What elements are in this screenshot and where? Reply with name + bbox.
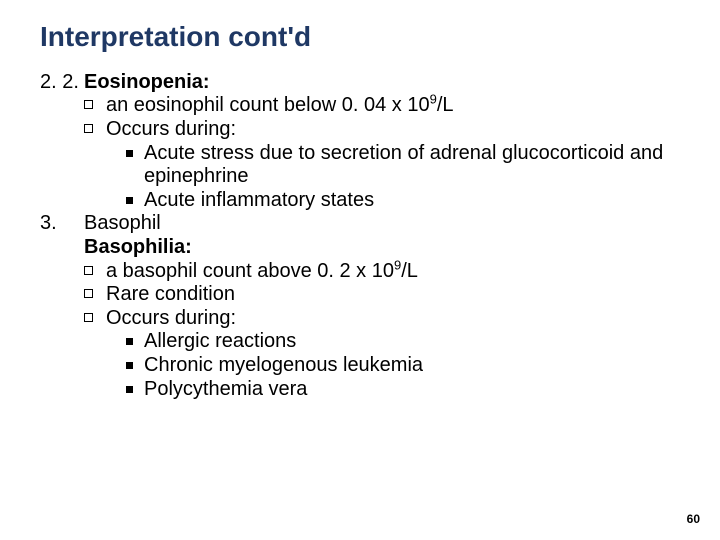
bullet-occurs-during: Occurs during:: [84, 118, 680, 142]
solid-square-icon: [126, 378, 144, 402]
solid-square-icon: [126, 354, 144, 378]
solid-square-icon: [126, 142, 144, 189]
bullet-text: Rare condition: [106, 283, 235, 307]
solid-square-icon: [126, 330, 144, 354]
list-number-spacer: [40, 236, 84, 260]
bullet-text: Acute stress due to secretion of adrenal…: [144, 142, 680, 189]
bullet-text: Allergic reactions: [144, 330, 296, 354]
hollow-square-icon: [84, 118, 106, 142]
list-text: Basophil: [84, 212, 161, 236]
subbullet-cml: Chronic myelogenous leukemia: [126, 354, 680, 378]
bullet-text: Acute inflammatory states: [144, 189, 374, 213]
hollow-square-icon: [84, 94, 106, 118]
list-heading: Eosinopenia:: [84, 71, 210, 95]
slide: Interpretation cont'd 2. 2. Eosinopenia:…: [0, 0, 720, 540]
page-number: 60: [687, 512, 700, 526]
slide-title: Interpretation cont'd: [40, 22, 680, 53]
slide-body: 2. 2. Eosinopenia: an eosinophil count b…: [40, 71, 680, 401]
list-item-basophilia-heading: Basophilia:: [40, 236, 680, 260]
hollow-square-icon: [84, 307, 106, 331]
subbullet-polycythemia: Polycythemia vera: [126, 378, 680, 402]
hollow-square-icon: [84, 283, 106, 307]
subbullet-allergic: Allergic reactions: [126, 330, 680, 354]
subbullet-acute-inflammatory: Acute inflammatory states: [126, 189, 680, 213]
bullet-occurs-during-2: Occurs during:: [84, 307, 680, 331]
bullet-text: an eosinophil count below 0. 04 x 109/L: [106, 94, 454, 118]
bullet-text: Chronic myelogenous leukemia: [144, 354, 423, 378]
list-number: 3.: [40, 212, 84, 236]
hollow-square-icon: [84, 260, 106, 284]
list-heading: Basophilia:: [84, 236, 192, 260]
solid-square-icon: [126, 189, 144, 213]
bullet-text: Polycythemia vera: [144, 378, 307, 402]
bullet-text: Occurs during:: [106, 118, 236, 142]
list-number: 2. 2.: [40, 71, 84, 95]
bullet-basophil-count: a basophil count above 0. 2 x 109/L: [84, 260, 680, 284]
list-item-basophil: 3. Basophil: [40, 212, 680, 236]
bullet-rare-condition: Rare condition: [84, 283, 680, 307]
subbullet-acute-stress: Acute stress due to secretion of adrenal…: [126, 142, 680, 189]
bullet-text: Occurs during:: [106, 307, 236, 331]
list-item-eosinopenia: 2. 2. Eosinopenia:: [40, 71, 680, 95]
bullet-eosinophil-count: an eosinophil count below 0. 04 x 109/L: [84, 94, 680, 118]
bullet-text: a basophil count above 0. 2 x 109/L: [106, 260, 418, 284]
